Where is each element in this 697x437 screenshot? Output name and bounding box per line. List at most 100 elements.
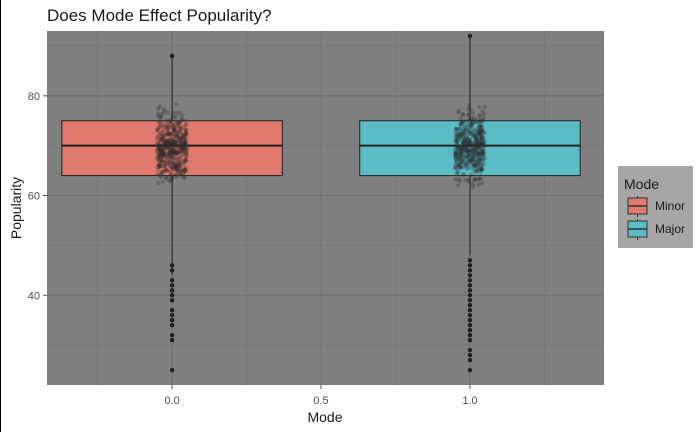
jitter-point — [462, 137, 468, 142]
jitter-point — [470, 120, 475, 125]
jitter-point — [167, 174, 172, 179]
jitter-point — [156, 144, 162, 149]
jitter-point — [466, 139, 471, 144]
jitter-point — [457, 155, 462, 160]
outlier-point — [169, 288, 175, 293]
outlier-point — [169, 337, 175, 343]
jitter-point — [178, 136, 184, 142]
jitter-point — [471, 144, 477, 150]
jitter-point — [172, 147, 177, 152]
jitter-point — [165, 138, 170, 143]
jitter-point — [169, 165, 174, 170]
jitter-point — [173, 114, 178, 120]
jitter-point — [470, 151, 475, 157]
jitter-point — [163, 138, 169, 144]
jitter-point — [162, 151, 167, 156]
jitter-point — [159, 157, 164, 163]
jitter-point — [159, 170, 164, 175]
jitter-point — [464, 162, 469, 167]
x-tick-label: 0.0 — [164, 395, 179, 407]
jitter-point — [172, 145, 177, 150]
jitter-point — [162, 133, 167, 139]
jitter-point — [180, 117, 185, 122]
jitter-point — [174, 142, 180, 147]
outlier-point — [467, 337, 473, 343]
jitter-point — [171, 143, 176, 148]
jitter-point — [469, 154, 474, 160]
jitter-point — [183, 169, 188, 174]
jitter-point — [466, 150, 472, 155]
jitter-point — [180, 143, 185, 149]
jitter-point — [174, 133, 180, 139]
jitter-point — [155, 167, 161, 172]
jitter-point — [166, 160, 172, 165]
jitter-point — [479, 125, 484, 131]
jitter-point — [176, 161, 182, 166]
jitter-point — [172, 128, 178, 134]
jitter-point — [178, 135, 183, 140]
jitter-point — [455, 162, 460, 167]
jitter-point — [474, 160, 480, 165]
jitter-point — [466, 106, 471, 112]
jitter-point — [477, 131, 482, 136]
jitter-point — [470, 184, 476, 189]
jitter-point — [171, 127, 177, 133]
jitter-point — [470, 129, 475, 135]
jitter-point — [166, 151, 171, 157]
jitter-point — [476, 157, 482, 162]
jitter-point — [479, 140, 485, 145]
jitter-point — [166, 124, 171, 129]
jitter-point — [161, 169, 166, 175]
jitter-point — [464, 127, 470, 133]
jitter-point — [479, 167, 485, 172]
jitter-point — [464, 144, 469, 150]
jitter-point — [455, 143, 460, 148]
jitter-point — [474, 163, 480, 168]
jitter-point — [453, 138, 458, 143]
jitter-point — [457, 147, 463, 153]
jitter-point — [467, 141, 473, 146]
jitter-point — [160, 136, 166, 142]
jitter-point — [473, 141, 479, 146]
jitter-point — [477, 125, 482, 131]
outlier-point — [169, 263, 175, 268]
jitter-point — [472, 146, 478, 152]
jitter-point — [469, 121, 474, 126]
jitter-point — [454, 166, 459, 171]
jitter-point — [468, 116, 474, 121]
jitter-point — [164, 140, 169, 145]
outlier-point — [169, 293, 175, 298]
outlier-point — [169, 308, 175, 313]
jitter-point — [161, 124, 167, 130]
jitter-point — [473, 117, 479, 122]
legend-title: Mode — [624, 176, 659, 192]
jitter-point — [172, 166, 177, 171]
jitter-point — [481, 152, 486, 157]
outlier-point — [467, 327, 473, 333]
jitter-point — [164, 140, 169, 146]
jitter-point — [155, 141, 161, 146]
jitter-point — [173, 163, 179, 169]
jitter-point — [454, 134, 459, 139]
jitter-point — [475, 132, 481, 137]
jitter-point — [173, 162, 178, 168]
jitter-point — [162, 145, 167, 150]
jitter-point — [458, 133, 464, 138]
jitter-point — [460, 130, 466, 136]
jitter-point — [183, 138, 188, 144]
jitter-point — [158, 139, 164, 145]
jitter-point — [160, 148, 165, 154]
jitter-point — [158, 115, 164, 120]
jitter-point — [472, 150, 478, 156]
jitter-point — [158, 163, 163, 169]
jitter-point — [181, 160, 187, 165]
jitter-point — [167, 150, 172, 155]
jitter-point — [469, 123, 474, 128]
jitter-point — [168, 119, 174, 125]
jitter-point — [184, 146, 189, 152]
jitter-point — [171, 142, 177, 148]
jitter-point — [460, 121, 465, 127]
jitter-point — [471, 141, 477, 146]
jitter-point — [174, 139, 179, 145]
jitter-point — [162, 154, 168, 159]
